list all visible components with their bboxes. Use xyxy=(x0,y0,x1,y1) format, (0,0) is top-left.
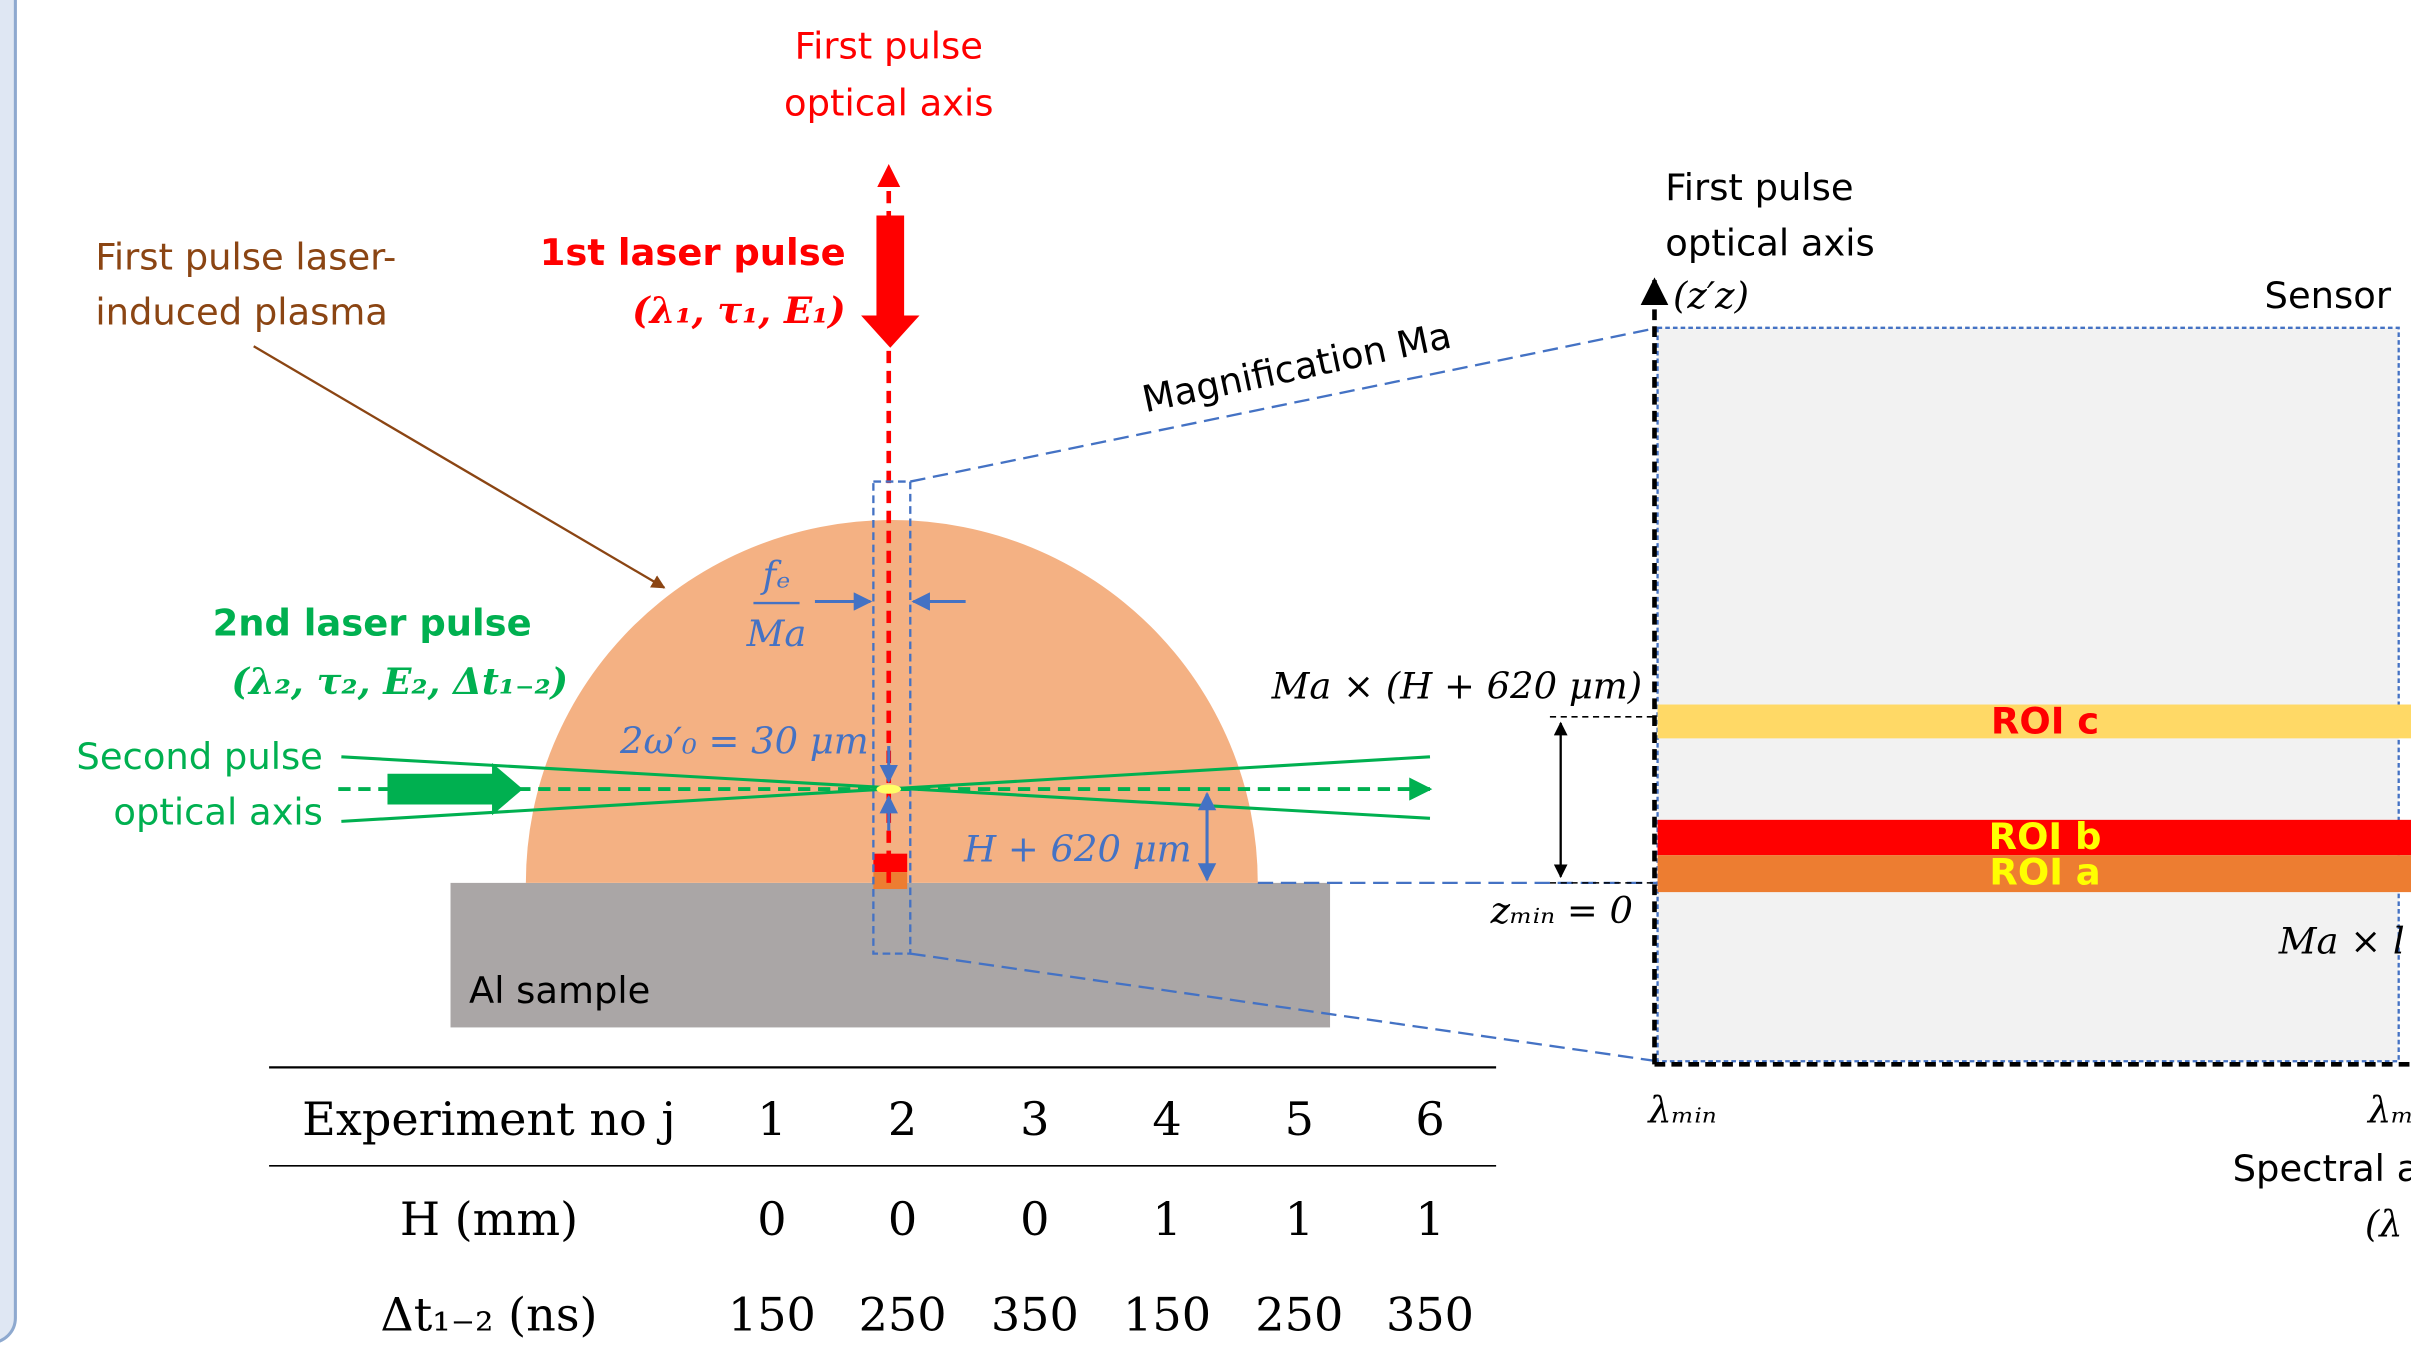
table-cell: Δt₁₋₂ (ns) xyxy=(380,1287,597,1341)
table-cell: H (mm) xyxy=(400,1192,578,1246)
side-label: Ma × l xyxy=(2278,920,2405,963)
fraction-numerator: fₑ xyxy=(760,554,791,597)
table-header: 4 xyxy=(1152,1092,1181,1146)
view-window xyxy=(872,480,912,955)
plasma-label: induced plasma xyxy=(95,291,388,334)
height-label: H + 620 μm xyxy=(963,827,1192,870)
al-sample xyxy=(450,882,1331,1028)
table-cell: 0 xyxy=(757,1192,786,1246)
first-pulse-arrow xyxy=(861,215,920,348)
sample-label: Al sample xyxy=(469,969,650,1012)
axis-label: Second pulse xyxy=(76,735,322,778)
second-pulse-arrow xyxy=(387,762,523,816)
roi-label: ROI a xyxy=(1989,850,2100,893)
magnification-label: Magnification Ma xyxy=(1138,314,1455,421)
table-header: Experiment no j xyxy=(302,1092,676,1146)
axis-label: optical axis xyxy=(113,790,322,833)
table-cell: 1 xyxy=(1415,1192,1444,1246)
pulse-title: 2nd laser pulse xyxy=(213,601,532,644)
roi-label: ROI b xyxy=(1989,815,2102,858)
table-header: 5 xyxy=(1285,1092,1314,1146)
focus xyxy=(876,784,902,794)
roi-a xyxy=(1657,855,2411,893)
table-cell: 350 xyxy=(1386,1287,1474,1341)
axis-label: First pulse xyxy=(1665,166,1853,209)
pulse-title: 1st laser pulse xyxy=(540,231,846,274)
spectral-label: (λ xyxy=(2365,1203,2403,1246)
pulse-params: (λ₁, τ₁, E₁) xyxy=(632,288,846,332)
projection-line xyxy=(910,326,1658,483)
plasma-label: First pulse laser- xyxy=(95,235,396,278)
pulse-params: (λ₂, τ₂, E₂, Δt₁₋₂) xyxy=(231,659,568,703)
plasma xyxy=(525,520,1258,883)
table-cell: 250 xyxy=(1255,1287,1343,1341)
table-cell: 250 xyxy=(859,1287,947,1341)
table-header: 2 xyxy=(888,1092,917,1146)
table-cell: 0 xyxy=(1020,1192,1049,1246)
table-header: 1 xyxy=(757,1092,786,1146)
table-cell: 1 xyxy=(1152,1192,1181,1246)
zero-label: zₘᵢₙ = 0 xyxy=(1490,889,1633,932)
fraction-denominator: Ma xyxy=(746,612,807,655)
frame-edge xyxy=(0,0,17,1343)
axis-label: First pulse xyxy=(795,25,983,68)
roi-b xyxy=(1657,819,2411,856)
axis-symbol: (z′z) xyxy=(1673,274,1749,317)
table-cell: 0 xyxy=(888,1192,917,1246)
axis-label: optical axis xyxy=(1665,222,1874,265)
projection-line xyxy=(910,952,1658,1063)
lambda-max: λₘ xyxy=(2366,1089,2411,1132)
pointer xyxy=(253,345,666,589)
table-cell: 350 xyxy=(991,1287,1079,1341)
lambda-min: λₘᵢₙ xyxy=(1646,1089,1716,1132)
level-label: Ma × (H + 620 μm) xyxy=(1271,664,1643,707)
table-cell: 150 xyxy=(728,1287,816,1341)
sensor-label: Sensor xyxy=(2265,274,2392,317)
roi-c xyxy=(1657,704,2411,739)
sensor xyxy=(1656,326,2400,1063)
spectral-label: Spectral a xyxy=(2233,1147,2411,1190)
axis-label: optical axis xyxy=(784,82,993,125)
table-header: 3 xyxy=(1020,1092,1049,1146)
waist-label: 2ω′₀ = 30 μm xyxy=(619,720,869,763)
table: Experiment no j 1 2 3 4 5 6 H (mm) 0 0 0 1 1 1 Δt₁₋₂ (… xyxy=(302,1092,1474,1341)
table-cell: 150 xyxy=(1123,1287,1211,1341)
table-header: 6 xyxy=(1415,1092,1444,1146)
roi-label: ROI c xyxy=(1991,700,2099,743)
table-cell: 1 xyxy=(1285,1192,1314,1246)
